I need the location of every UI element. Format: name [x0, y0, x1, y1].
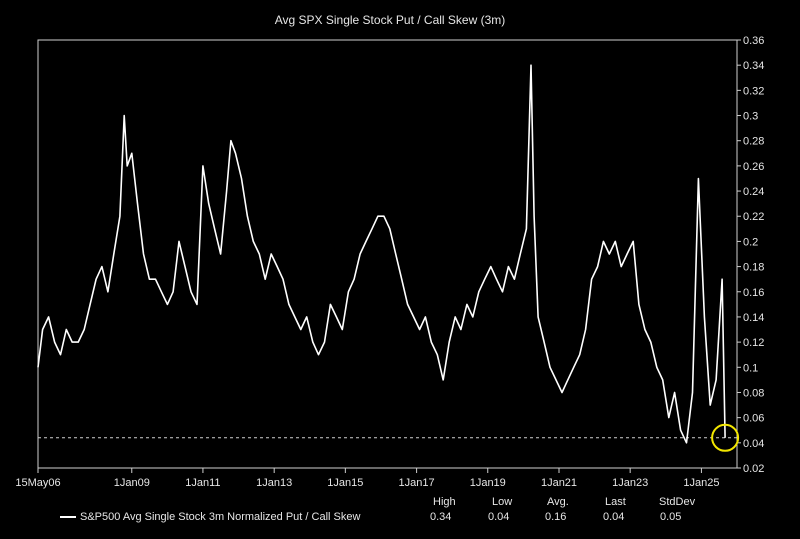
stats-header-low: Low [492, 496, 513, 508]
y-tick-label: 0.18 [743, 262, 764, 274]
stats-value-low: 0.04 [488, 511, 510, 523]
y-tick-label: 0.32 [743, 85, 764, 97]
x-tick-label: 1Jan19 [470, 477, 506, 489]
x-tick-label: 1Jan11 [185, 477, 220, 489]
x-tick-label: 1Jan09 [114, 477, 150, 489]
stats-header-avg: Avg. [547, 496, 569, 508]
y-tick-label: 0.34 [743, 60, 764, 72]
legend-label: S&P500 Avg Single Stock 3m Normalized Pu… [80, 511, 361, 523]
y-tick-label: 0.1 [743, 362, 758, 374]
chart-title: Avg SPX Single Stock Put / Call Skew (3m… [275, 13, 506, 27]
x-tick-label: 1Jan15 [327, 477, 363, 489]
stats-value-avg: 0.16 [545, 511, 567, 523]
x-tick-label: 1Jan21 [541, 477, 577, 489]
y-tick-label: 0.24 [743, 186, 764, 198]
x-tick-label: 1Jan17 [399, 477, 435, 489]
stats-header-last: Last [605, 496, 626, 508]
x-tick-label: 1Jan23 [612, 477, 648, 489]
y-tick-label: 0.26 [743, 161, 764, 173]
stats-header-stddev: StdDev [659, 496, 696, 508]
x-tick-label: 1Jan13 [256, 477, 292, 489]
y-tick-label: 0.36 [743, 35, 764, 47]
plot-frame [37, 39, 738, 469]
stats-value-high: 0.34 [430, 511, 452, 523]
y-axis: 0.02 0.04 0.06 0.08 0.1 0.12 0.14 0.16 0.18 0.2 0.… [737, 35, 764, 475]
highlight-circle [711, 423, 740, 452]
y-tick-label: 0.04 [743, 438, 764, 450]
series-line [37, 64, 726, 444]
y-tick-label: 0.08 [743, 387, 764, 399]
y-tick-label: 0.12 [743, 337, 764, 349]
y-tick-label: 0.2 [743, 236, 758, 248]
y-tick-label: 0.02 [743, 463, 764, 475]
y-tick-label: 0.28 [743, 136, 764, 148]
stats-header-high: High [433, 496, 456, 508]
x-tick-label: 1Jan25 [683, 477, 719, 489]
y-tick-label: 0.14 [743, 312, 764, 324]
y-tick-label: 0.22 [743, 211, 764, 223]
y-tick-label: 0.3 [743, 111, 758, 123]
x-axis: 15May06 1Jan09 1Jan11 1Jan13 1Jan15 1Jan17 1Ja… [15, 468, 719, 489]
stats-value-stddev: 0.05 [660, 511, 682, 523]
legend-swatch [60, 516, 76, 518]
y-tick-label: 0.16 [743, 287, 764, 299]
y-tick-label: 0.06 [743, 413, 764, 425]
x-tick-label: 15May06 [15, 477, 60, 489]
stats-value-last: 0.04 [603, 511, 625, 523]
